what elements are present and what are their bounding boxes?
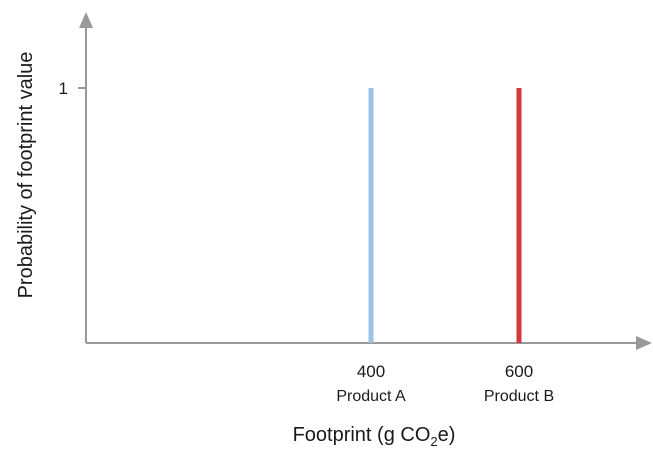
x-axis-title-subscript: 2: [430, 434, 437, 449]
data-marks: 400 Product A 600 Product B: [336, 88, 554, 405]
x-axis-title: Footprint (g CO2e): [293, 424, 456, 449]
x-tick-label-600: 600: [505, 362, 533, 381]
x-axis-title-end: e): [438, 424, 456, 446]
x-axis-title-main: Footprint (g CO: [293, 424, 431, 446]
x-axis-arrow-icon: [636, 336, 652, 350]
x-tick-label-400: 400: [357, 362, 385, 381]
category-label-product-b: Product B: [484, 388, 554, 405]
y-tick-label-1: 1: [59, 79, 68, 98]
y-axis-arrow-icon: [79, 12, 93, 28]
category-label-product-a: Product A: [336, 388, 406, 405]
y-axis-title: Probability of footprint value: [15, 52, 37, 299]
